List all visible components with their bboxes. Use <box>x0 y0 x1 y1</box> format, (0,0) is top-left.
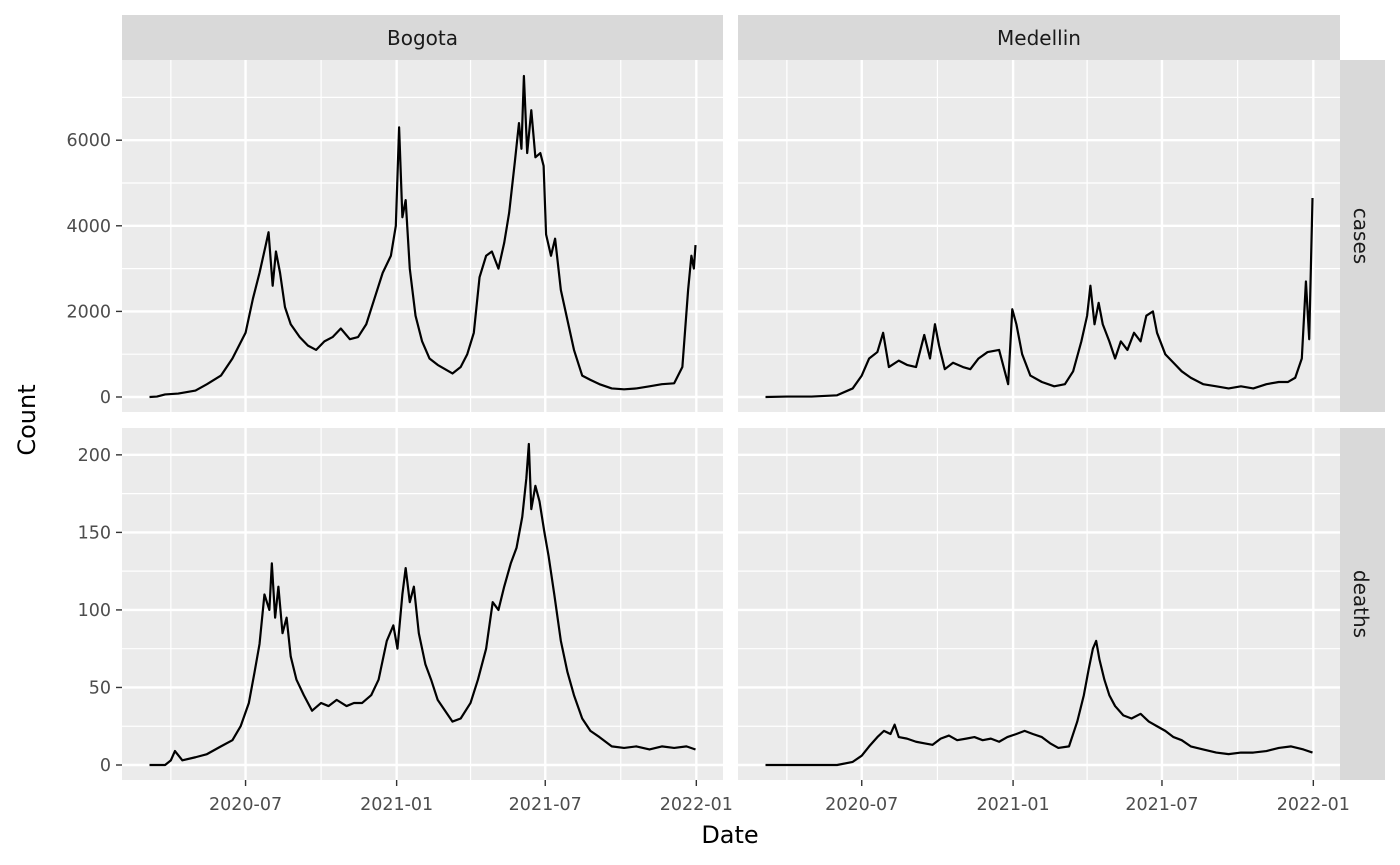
panel-medellin-deaths <box>738 428 1340 780</box>
series-line-bogota-cases <box>149 74 697 399</box>
series-line-medellin-cases <box>765 197 1314 399</box>
series-line-medellin-deaths <box>765 639 1313 767</box>
strip-label-bogota: Bogota <box>387 26 458 50</box>
panel-background <box>738 428 1340 780</box>
y-tick-label: 50 <box>89 678 111 698</box>
panel-background <box>122 428 723 780</box>
panel-background <box>122 60 723 412</box>
y-tick-label: 100 <box>78 601 111 621</box>
y-tick-label: 200 <box>78 446 111 466</box>
strip-medellin <box>738 15 1340 60</box>
strip-label-deaths: deaths <box>1349 570 1373 638</box>
y-tick-label: 0 <box>100 756 111 776</box>
x-tick-label: 2021-01 <box>977 795 1050 815</box>
x-tick-label: 2021-07 <box>1125 795 1198 815</box>
y-axis-cases: 0 2000 4000 6000 <box>66 131 122 408</box>
strip-label-cases: cases <box>1349 208 1373 264</box>
panel-medellin-cases <box>738 60 1340 412</box>
x-tick-label: 2021-01 <box>360 795 433 815</box>
y-tick-label: 4000 <box>66 217 111 237</box>
y-axis-deaths: 0 50 100 150 200 <box>78 446 122 776</box>
strip-bogota <box>122 15 723 60</box>
y-tick-label: 0 <box>100 388 111 408</box>
strip-deaths <box>1340 428 1385 780</box>
x-axis: 2020-07 2021-01 2021-07 2022-01 2020-07 2021-… <box>209 780 1350 815</box>
x-tick-label: 2022-01 <box>660 795 733 815</box>
column-strips: Bogota Medellin <box>122 15 1340 60</box>
row-strips: cases deaths <box>1340 60 1385 780</box>
panel-area <box>122 60 1340 780</box>
y-axis-title: Count <box>13 384 41 455</box>
strip-label-medellin: Medellin <box>997 26 1081 50</box>
panel-background <box>738 60 1340 412</box>
panel-bogota-deaths <box>122 428 723 780</box>
x-tick-label: 2020-07 <box>825 795 898 815</box>
x-tick-label: 2020-07 <box>209 795 282 815</box>
y-tick-label: 6000 <box>66 131 111 151</box>
y-tick-label: 2000 <box>66 302 111 322</box>
x-tick-label: 2022-01 <box>1277 795 1350 815</box>
x-tick-label: 2021-07 <box>509 795 582 815</box>
strip-cases <box>1340 60 1385 412</box>
series-line-bogota-deaths <box>149 442 696 767</box>
panel-bogota-cases <box>122 60 723 412</box>
y-tick-label: 150 <box>78 523 111 543</box>
x-axis-title: Date <box>701 821 758 849</box>
